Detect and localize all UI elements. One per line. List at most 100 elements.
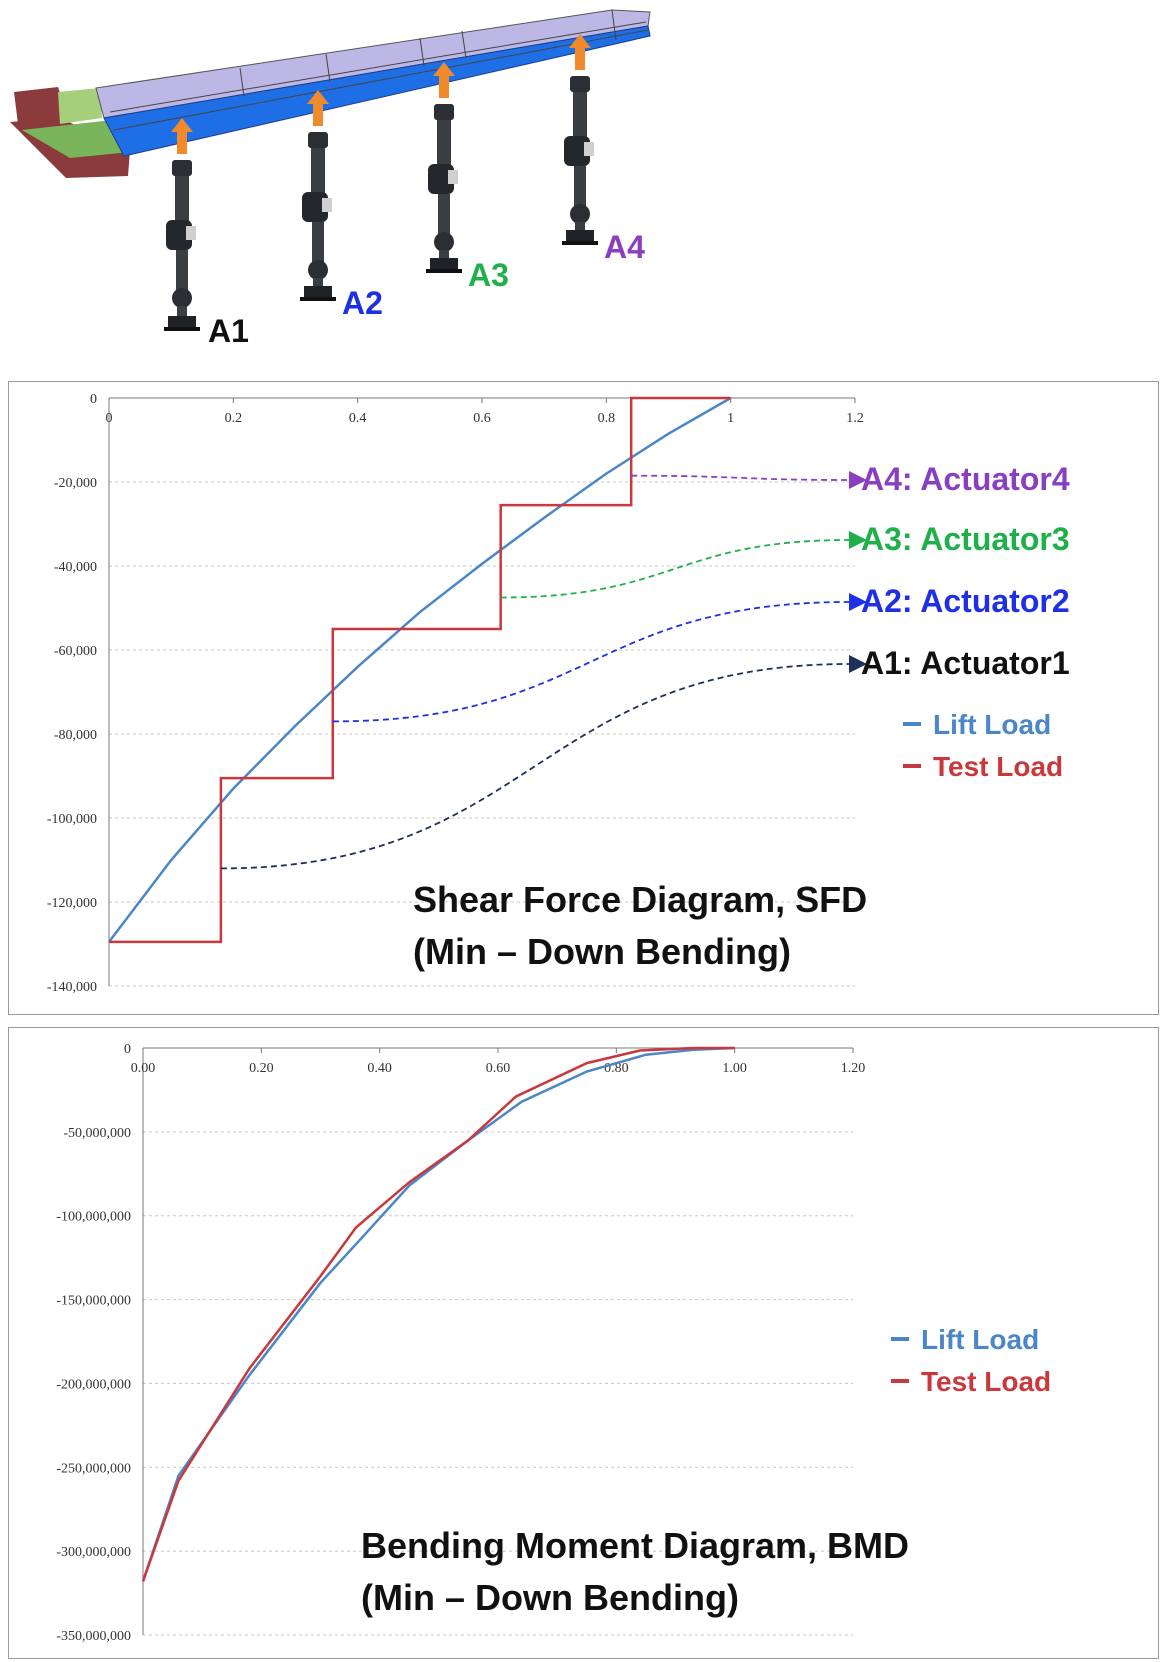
sfd-chart: 0 -20,000 -40,000 -60,000 -80,000 -100,000 -12… — [47, 392, 1070, 995]
wing-ribs — [109, 9, 649, 131]
x-tick-label: 1 — [727, 411, 734, 426]
actuator-foot — [426, 269, 462, 273]
annotation-arrowhead — [849, 593, 867, 611]
annotation-label: A3: Actuator3 — [861, 521, 1070, 557]
actuator-cylinder — [175, 176, 189, 224]
actuator-lower-rod — [575, 222, 585, 230]
annotation-arrow — [500, 539, 850, 599]
actuator-manifold — [584, 142, 594, 156]
root-bracket-upper — [14, 87, 72, 124]
x-tick-label: 1.2 — [846, 411, 864, 426]
bmd-subtitle: (Min – Down Bending) — [361, 1577, 739, 1618]
y-tick-label: -150,000,000 — [56, 1294, 131, 1309]
y-tick-label: 0 — [124, 1042, 131, 1057]
legend-label: Test Load — [933, 751, 1063, 782]
series-line-test-load — [109, 396, 731, 944]
load-arrow-head — [433, 62, 455, 76]
actuator-base — [304, 286, 332, 298]
actuator-label: A2 — [342, 285, 383, 321]
bmd-legend: Lift Load Test Load — [891, 1324, 1051, 1397]
y-tick-label: -60,000 — [54, 644, 97, 659]
annotation-label: A4: Actuator4 — [861, 461, 1070, 497]
legend-label: Test Load — [921, 1366, 1051, 1397]
x-tick-label: 0.2 — [225, 411, 243, 426]
y-tick-label: 0 — [90, 392, 97, 407]
actuator-lower-rod — [313, 278, 323, 286]
load-arrow-shaft — [177, 128, 187, 154]
sfd-annotations: A4: Actuator4 A3: Actuator3 A2: Actuator2 A… — [220, 461, 1070, 870]
x-tick-label: 1.00 — [722, 1061, 747, 1076]
actuator-valve — [428, 164, 454, 194]
actuator-head — [172, 160, 192, 176]
actuator-manifold — [186, 226, 196, 240]
sfd-title: Shear Force Diagram, SFD — [413, 879, 867, 920]
annotation-label: A2: Actuator2 — [861, 583, 1070, 619]
actuator-valve — [166, 220, 192, 250]
wing-actuator-drawing: A1 A2 A3 A4 — [10, 9, 651, 349]
series-line-test-load — [141, 1046, 735, 1582]
actuator-base — [168, 316, 196, 328]
annotation-arrowhead — [849, 471, 867, 489]
load-arrow-shaft — [439, 72, 449, 98]
annotation-arrow — [332, 601, 850, 723]
actuator-rod — [438, 194, 450, 234]
y-tick-label: -140,000 — [47, 980, 97, 995]
x-tick-label: 0.20 — [249, 1061, 274, 1076]
x-tick-label: 0.40 — [367, 1061, 392, 1076]
load-arrow-shaft — [313, 100, 323, 126]
load-arrow-head — [307, 90, 329, 104]
y-tick-label: -100,000,000 — [56, 1210, 131, 1225]
actuator-foot — [164, 327, 200, 331]
y-tick-label: -200,000,000 — [56, 1377, 131, 1392]
actuator-label: A3 — [468, 257, 509, 293]
annotation-arrowhead — [849, 531, 867, 549]
actuator-cylinder — [311, 148, 325, 196]
sfd-legend: Lift Load Test Load — [903, 709, 1063, 782]
bmd-series — [141, 1046, 735, 1582]
load-arrow-head — [569, 34, 591, 48]
y-tick-label: -120,000 — [47, 896, 97, 911]
actuator-joint — [434, 232, 454, 252]
sfd-subtitle: (Min – Down Bending) — [413, 931, 791, 972]
y-tick-label: -40,000 — [54, 560, 97, 575]
actuator-foot — [562, 241, 598, 245]
annotation-arrow — [220, 663, 850, 870]
bmd-title: Bending Moment Diagram, BMD — [361, 1525, 909, 1566]
y-tick-label: -100,000 — [47, 812, 97, 827]
actuator-lower-rod — [439, 250, 449, 258]
test-rig-illustration: A1 A2 A3 A4 — [0, 0, 1165, 372]
x-tick-label: 0 — [106, 411, 113, 426]
legend-label: Lift Load — [921, 1324, 1039, 1355]
x-tick-label: 0.4 — [349, 411, 367, 426]
wing-top-surface — [95, 9, 651, 119]
series-line-lift-load — [108, 396, 732, 943]
wing-root-mesh-top — [58, 88, 102, 124]
actuator-joint — [172, 288, 192, 308]
y-tick-label: -350,000,000 — [56, 1629, 131, 1644]
actuator-label: A1 — [208, 313, 249, 349]
sfd-chart-panel: 0 -20,000 -40,000 -60,000 -80,000 -100,000 -12… — [8, 381, 1159, 1015]
x-tick-label: 0.6 — [473, 411, 491, 426]
actuator-rod — [312, 222, 324, 262]
actuator-manifold — [448, 170, 458, 184]
actuator-joint — [570, 204, 590, 224]
actuator-foot — [300, 297, 336, 301]
load-arrow-shaft — [575, 44, 585, 70]
x-tick-label: 0.8 — [598, 411, 616, 426]
load-arrow-head — [171, 118, 193, 132]
y-tick-label: -50,000,000 — [63, 1126, 131, 1141]
actuator-head — [308, 132, 328, 148]
wing-side-surface — [103, 25, 651, 157]
y-tick-label: -20,000 — [54, 476, 97, 491]
actuator-rod — [176, 250, 188, 290]
bmd-chart: 0 -50,000,000 -100,000,000 -150,000,000 -200… — [56, 1042, 1051, 1644]
bmd-chart-panel: 0 -50,000,000 -100,000,000 -150,000,000 -200… — [8, 1027, 1159, 1659]
actuator-base — [566, 230, 594, 242]
annotation-arrow — [631, 474, 850, 481]
actuator-label: A4 — [604, 229, 645, 265]
x-tick-label: 1.20 — [841, 1061, 866, 1076]
actuator-group: A1 A2 A3 A4 — [164, 34, 645, 349]
actuator-manifold — [322, 198, 332, 212]
actuator-rod — [574, 166, 586, 206]
actuator-cylinder — [573, 92, 587, 140]
